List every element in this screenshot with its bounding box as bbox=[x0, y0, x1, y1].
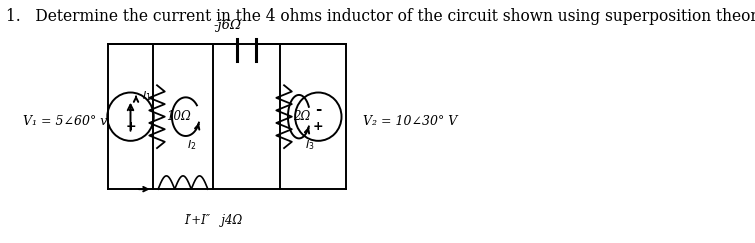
Text: $I_1$: $I_1$ bbox=[141, 89, 151, 103]
Text: V₂ = 10∠30° V: V₂ = 10∠30° V bbox=[362, 115, 457, 128]
Text: $I_3$: $I_3$ bbox=[305, 139, 315, 152]
Text: V₁ = 5∠60° v: V₁ = 5∠60° v bbox=[23, 115, 107, 128]
Text: -: - bbox=[315, 102, 322, 117]
Text: 2Ω: 2Ω bbox=[294, 110, 311, 123]
Text: +: + bbox=[125, 120, 136, 133]
Text: 1.   Determine the current in the 4 ohms inductor of the circuit shown using sup: 1. Determine the current in the 4 ohms i… bbox=[6, 8, 755, 25]
Text: -j6Ω: -j6Ω bbox=[213, 19, 241, 32]
Text: -: - bbox=[128, 102, 134, 117]
Text: 10Ω: 10Ω bbox=[166, 110, 191, 123]
Text: $I_2$: $I_2$ bbox=[186, 139, 196, 152]
Text: I′+I″   j4Ω: I′+I″ j4Ω bbox=[184, 214, 242, 227]
Text: +: + bbox=[313, 120, 324, 133]
